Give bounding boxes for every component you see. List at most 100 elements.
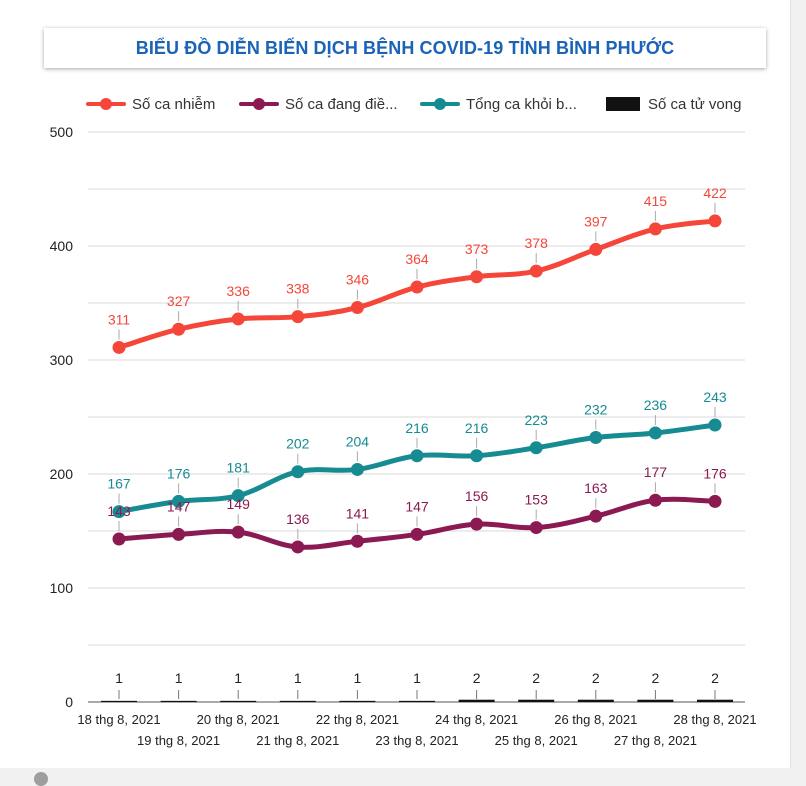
x-tick-label: 27 thg 8, 2021 (614, 733, 697, 748)
data-point (529, 521, 543, 535)
chart-title: BIỂU ĐỒ DIỄN BIẾN DỊCH BỆNH COVID-19 TỈN… (135, 37, 675, 58)
y-tick-label: 200 (50, 466, 74, 482)
data-point (291, 310, 305, 324)
bar (339, 700, 376, 702)
data-label: 327 (167, 293, 191, 309)
data-point (350, 462, 364, 476)
data-label: 143 (107, 503, 131, 519)
data-label: 397 (584, 213, 608, 229)
data-label: 1 (413, 670, 421, 686)
bar (637, 699, 674, 702)
data-point (470, 517, 484, 531)
bottom-strip (0, 768, 806, 779)
data-label: 2 (592, 670, 600, 686)
data-label: 338 (286, 281, 310, 297)
bar (279, 700, 316, 702)
data-label: 378 (525, 235, 549, 251)
legend-marker (434, 98, 446, 110)
bar (399, 700, 435, 702)
bar (577, 699, 614, 702)
bar (518, 699, 555, 702)
data-label: 1 (115, 670, 123, 686)
legend-label: Số ca đang điề... (285, 96, 398, 113)
data-label: 2 (473, 670, 481, 686)
data-label: 1 (354, 670, 362, 686)
bar (458, 699, 495, 702)
data-label: 311 (108, 311, 131, 327)
data-label: 422 (703, 185, 727, 201)
data-label: 136 (286, 511, 310, 527)
data-point (410, 280, 424, 294)
data-label: 243 (703, 389, 727, 405)
data-point (589, 509, 603, 523)
y-tick-label: 100 (50, 580, 74, 596)
data-point (529, 441, 543, 455)
data-label: 415 (644, 193, 668, 209)
data-label: 1 (294, 670, 302, 686)
data-label: 147 (167, 498, 191, 514)
data-label: 216 (465, 420, 489, 436)
data-point (410, 449, 424, 463)
data-label: 1 (234, 670, 242, 686)
data-label: 2 (652, 670, 660, 686)
data-point (708, 214, 722, 228)
data-label: 167 (107, 476, 131, 492)
data-label: 373 (465, 241, 489, 257)
chart-card: BIỂU ĐỒ DIỄN BIẾN DỊCH BỆNH COVID-19 TỈN… (0, 0, 791, 769)
data-point (529, 264, 543, 278)
data-label: 176 (703, 465, 727, 481)
legend-marker (100, 98, 112, 110)
data-label: 346 (346, 272, 370, 288)
data-label: 232 (584, 402, 608, 418)
data-point (172, 494, 186, 508)
data-label: 336 (227, 283, 251, 299)
x-tick-label: 25 thg 8, 2021 (495, 733, 578, 748)
legend-swatch (606, 97, 640, 111)
data-point (231, 525, 245, 539)
data-point (112, 505, 126, 519)
bar (101, 700, 137, 702)
data-point (410, 527, 424, 541)
data-label: 1 (175, 670, 183, 686)
data-point (648, 222, 662, 236)
data-point (589, 242, 603, 256)
y-tick-label: 500 (50, 124, 74, 140)
data-label: 149 (227, 496, 251, 512)
data-point (291, 540, 305, 554)
info-icon[interactable] (34, 772, 48, 786)
x-tick-label: 26 thg 8, 2021 (554, 712, 637, 727)
x-tick-label: 21 thg 8, 2021 (256, 733, 339, 748)
x-tick-label: 20 thg 8, 2021 (197, 712, 280, 727)
data-point (172, 322, 186, 336)
data-point (172, 527, 186, 541)
y-tick-label: 0 (65, 694, 73, 710)
data-point (648, 426, 662, 440)
legend-label: Tổng ca khỏi b... (466, 96, 577, 113)
data-point (112, 532, 126, 546)
legend-label: Số ca nhiễm (132, 96, 215, 113)
chart-title-box: BIỂU ĐỒ DIỄN BIẾN DỊCH BỆNH COVID-19 TỈN… (44, 28, 766, 68)
bar (697, 699, 733, 702)
data-label: 2 (532, 670, 540, 686)
data-label: 204 (346, 433, 370, 449)
data-label: 147 (405, 498, 429, 514)
data-point (708, 494, 722, 508)
data-point (648, 493, 662, 507)
data-label: 236 (644, 397, 668, 413)
data-label: 202 (286, 436, 310, 452)
data-point (350, 534, 364, 548)
data-point (470, 270, 484, 284)
data-label: 181 (227, 460, 251, 476)
data-label: 223 (525, 412, 549, 428)
data-point (589, 431, 603, 445)
data-point (231, 312, 245, 326)
data-point (470, 449, 484, 463)
x-tick-label: 23 thg 8, 2021 (375, 733, 458, 748)
data-label: 163 (584, 480, 608, 496)
data-label: 156 (465, 488, 489, 504)
data-label: 2 (711, 670, 719, 686)
data-label: 153 (525, 492, 549, 508)
data-label: 177 (644, 464, 668, 480)
x-tick-label: 19 thg 8, 2021 (137, 733, 220, 748)
